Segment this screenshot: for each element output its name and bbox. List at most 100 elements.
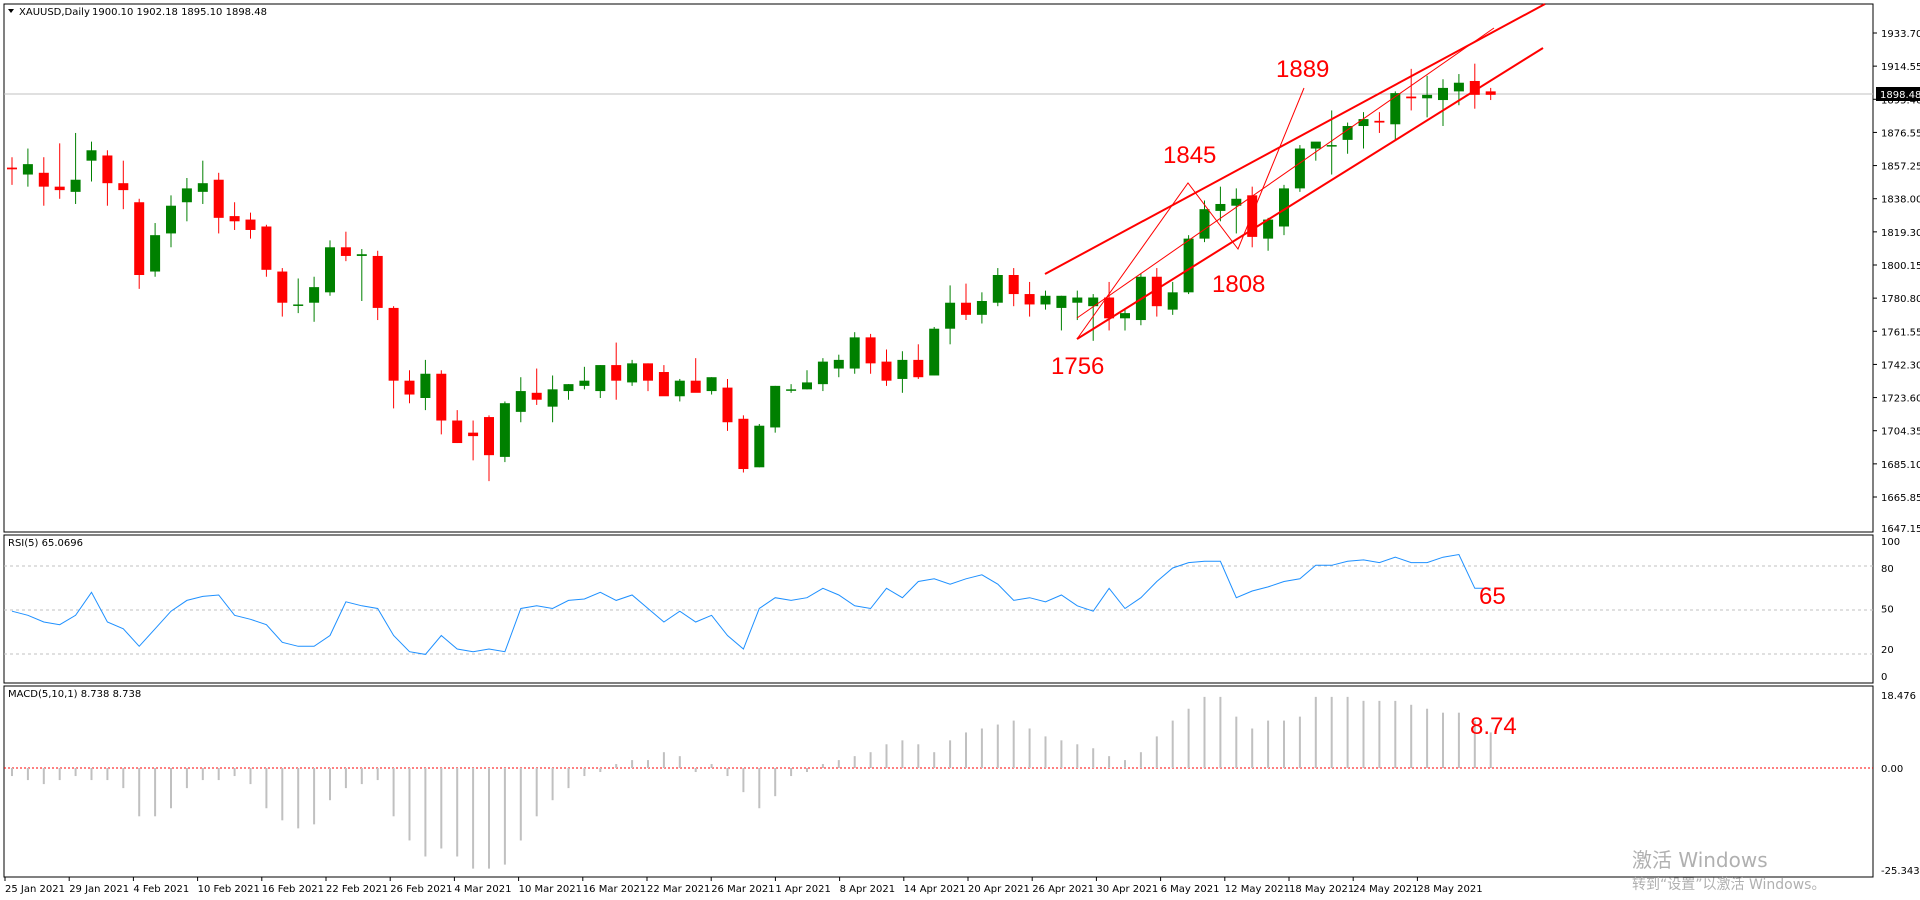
- candle-body: [1310, 141, 1321, 149]
- price-axis: 1933.701914.551895.401876.551857.251838.…: [1873, 29, 1920, 535]
- macd-histogram: [11, 696, 1492, 869]
- candle-body: [1469, 80, 1480, 95]
- candle-body: [1294, 148, 1305, 189]
- current-price-tag: [1876, 87, 1920, 101]
- candle-body: [1247, 195, 1258, 237]
- annotation-1889: 1889: [1276, 56, 1329, 83]
- candle-body: [897, 359, 908, 379]
- candle-body: [1072, 297, 1083, 303]
- candle-body: [1326, 145, 1337, 147]
- candle-body: [643, 363, 653, 381]
- date-tick-label: 25 Jan 2021: [5, 884, 65, 895]
- candle-body: [881, 361, 892, 381]
- candle-body: [150, 235, 161, 272]
- trend-channel[interactable]: [1044, 3, 1546, 340]
- channel-mid-line[interactable]: [1076, 27, 1495, 319]
- date-tick-label: 30 Apr 2021: [1096, 884, 1158, 895]
- date-tick-label: 22 Mar 2021: [647, 884, 710, 895]
- candle-body: [197, 183, 208, 192]
- candle-body: [388, 307, 399, 381]
- channel-upper-line[interactable]: [1044, 3, 1546, 275]
- rsi-levels: [4, 565, 1873, 655]
- price-tick-label: 1857.25: [1881, 162, 1920, 173]
- candle-body: [929, 328, 940, 376]
- candle-body: [945, 302, 956, 329]
- candle-body: [770, 385, 781, 428]
- candle-body: [690, 380, 701, 393]
- candle-body: [1104, 297, 1115, 319]
- candle-body: [706, 377, 717, 392]
- candle-body: [309, 287, 320, 303]
- price-tick-label: 1838.00: [1881, 195, 1920, 206]
- candle-body: [1231, 198, 1242, 206]
- rsi-label: RSI(5) 65.0696: [8, 538, 83, 549]
- price-tick-label: 1933.70: [1881, 29, 1920, 40]
- price-tick-label: 1800.15: [1881, 261, 1920, 272]
- date-tick-label: 4 Mar 2021: [454, 884, 511, 895]
- candle-body: [1406, 96, 1417, 99]
- watermark-line2: 转到“设置”以激活 Windows。: [1632, 876, 1825, 893]
- annotation-rsi-65: 65: [1479, 583, 1506, 610]
- price-tick-label: 1647.15: [1881, 524, 1920, 535]
- annotation-1756: 1756: [1051, 353, 1104, 380]
- candle-body: [754, 425, 765, 468]
- date-tick-label: 6 May 2021: [1161, 884, 1220, 895]
- candle-body: [961, 302, 971, 315]
- date-tick-label: 4 Feb 2021: [133, 884, 189, 895]
- candle-body: [7, 167, 17, 170]
- candle-body: [1374, 120, 1385, 123]
- candle-body: [595, 365, 606, 392]
- candle-body: [1088, 297, 1099, 307]
- candle-body: [356, 254, 367, 256]
- candle-body: [1167, 292, 1178, 310]
- symbol-label: XAUUSD,Daily: [19, 7, 90, 18]
- candle-body: [1008, 275, 1019, 295]
- annotation-1845: 1845: [1163, 142, 1216, 169]
- candle-body: [1215, 203, 1226, 211]
- date-tick-label: 26 Feb 2021: [390, 884, 452, 895]
- date-tick-label: 16 Mar 2021: [583, 884, 646, 895]
- candle-body: [1151, 276, 1162, 307]
- rsi-tick-label: 100: [1881, 537, 1900, 548]
- candle-body: [340, 247, 351, 256]
- wave-zigzag[interactable]: [1076, 87, 1305, 340]
- candle-body: [54, 186, 65, 191]
- candle-body: [404, 380, 415, 395]
- watermark-line1: 激活 Windows: [1632, 848, 1768, 872]
- candle-body: [1342, 126, 1353, 140]
- annotation-macd-874: 8.74: [1470, 713, 1517, 740]
- candle-body: [70, 179, 81, 192]
- candle-body: [102, 155, 113, 184]
- candle-body: [849, 337, 860, 369]
- date-tick-label: 12 May 2021: [1225, 884, 1290, 895]
- candle-body: [1279, 188, 1289, 227]
- candle-body: [213, 179, 224, 218]
- annotation-1808: 1808: [1212, 271, 1265, 298]
- rsi-tick-label: 20: [1881, 645, 1894, 656]
- candle-body: [436, 373, 447, 421]
- candle-body: [86, 150, 97, 161]
- date-tick-label: 18 May 2021: [1289, 884, 1354, 895]
- macd-tick-label: 18.476: [1881, 691, 1916, 702]
- candle-body: [293, 304, 304, 306]
- candle-body: [738, 418, 749, 470]
- candle-body: [1056, 295, 1067, 308]
- candle-body: [817, 361, 828, 385]
- candle-body: [1120, 313, 1130, 319]
- date-tick-label: 20 Apr 2021: [968, 884, 1030, 895]
- rsi-tick-label: 50: [1881, 605, 1894, 616]
- rsi-line: [11, 553, 1491, 655]
- candle-body: [722, 387, 733, 423]
- candle-body: [658, 372, 669, 397]
- channel-lower-line[interactable]: [1076, 47, 1544, 340]
- price-tick-label: 1704.35: [1881, 427, 1920, 438]
- dropdown-triangle-icon[interactable]: [8, 9, 14, 13]
- date-tick-label: 16 Feb 2021: [262, 884, 324, 895]
- candle-body: [22, 164, 33, 175]
- date-tick-label: 28 May 2021: [1417, 884, 1482, 895]
- price-tick-label: 1685.10: [1881, 460, 1920, 471]
- candle-body: [611, 365, 622, 381]
- rsi-tick-label: 80: [1881, 564, 1894, 575]
- candle-body: [913, 359, 924, 378]
